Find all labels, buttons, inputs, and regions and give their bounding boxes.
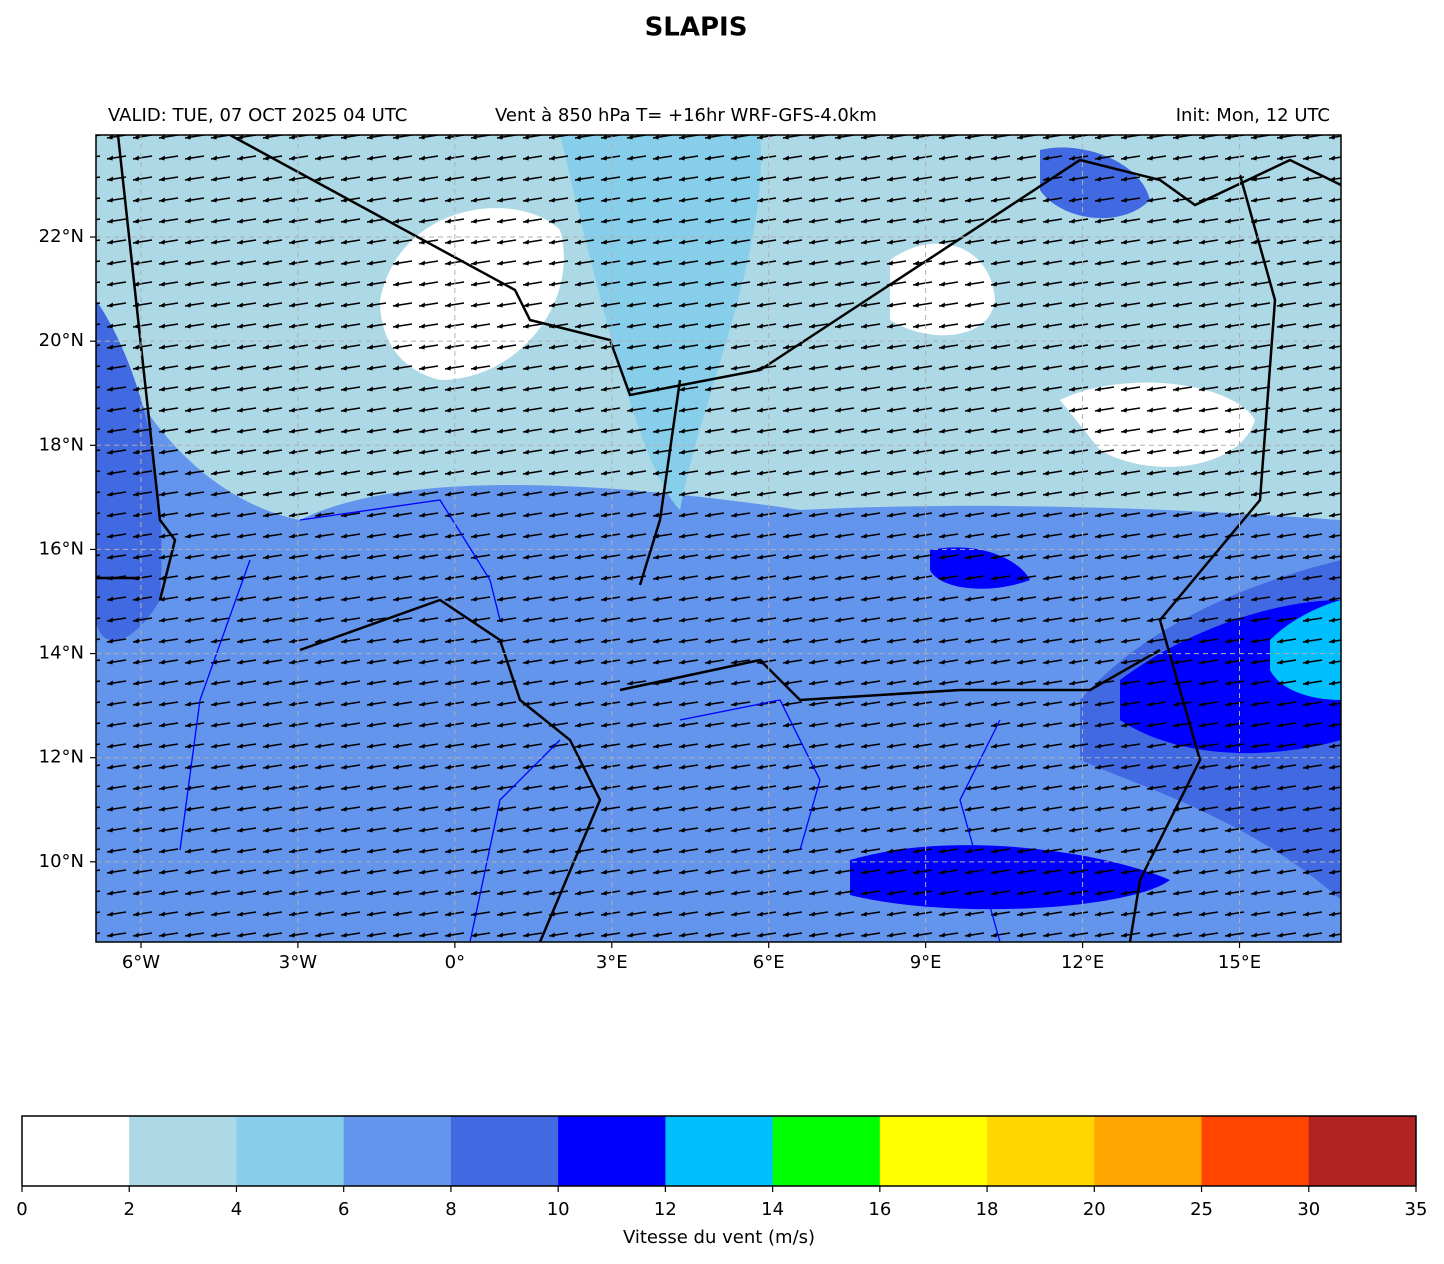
lon-tick-label: 3°E bbox=[596, 952, 628, 973]
wind-vectors bbox=[96, 135, 1341, 942]
colorbar-tick-label: 6 bbox=[338, 1199, 349, 1220]
map-frame bbox=[95, 134, 1342, 943]
lon-tick-label: 3°W bbox=[279, 952, 317, 973]
init-time: Init: Mon, 12 UTC bbox=[1176, 105, 1330, 126]
colorbar-label: Vitesse du vent (m/s) bbox=[623, 1227, 815, 1248]
lat-tick-label: 18°N bbox=[39, 434, 84, 455]
colorbar-segment bbox=[450, 1116, 559, 1186]
colorbar-segment bbox=[129, 1116, 237, 1186]
colorbar-tick-label: 25 bbox=[1190, 1199, 1213, 1220]
colorbar-segment bbox=[236, 1116, 345, 1186]
colorbar-tick-label: 20 bbox=[1083, 1199, 1106, 1220]
lat-tick-label: 22°N bbox=[39, 226, 84, 247]
colorbar-segment bbox=[879, 1116, 988, 1186]
lat-tick-label: 14°N bbox=[39, 643, 84, 664]
lat-tick-label: 20°N bbox=[39, 330, 84, 351]
colorbar-tick-label: 0 bbox=[16, 1199, 27, 1220]
lon-tick-label: 6°W bbox=[122, 952, 160, 973]
lon-tick-label: 0° bbox=[445, 952, 465, 973]
colorbar-frame bbox=[21, 1115, 1417, 1187]
colorbar-segment bbox=[772, 1116, 881, 1186]
map-field bbox=[96, 135, 1341, 942]
valid-time: VALID: TUE, 07 OCT 2025 04 UTC bbox=[108, 105, 407, 126]
lat-tick-label: 16°N bbox=[39, 538, 84, 559]
colorbar: 0 2 4 6 8 10 12 14 16 18 20 25 30 35 bbox=[16, 1115, 1428, 1220]
colorbar-tick-label: 12 bbox=[654, 1199, 677, 1220]
colorbar-segment bbox=[22, 1116, 130, 1186]
grid: 6°W 3°W 0° 3°E 6°E 9°E 12°E 15°E 10°N 12°N 14°N 16°… bbox=[39, 135, 1341, 973]
lon-tick-label: 12°E bbox=[1061, 952, 1104, 973]
lat-tick-label: 12°N bbox=[39, 747, 84, 768]
colorbar-segment bbox=[665, 1116, 774, 1186]
colorbar-tick-label: 18 bbox=[976, 1199, 999, 1220]
colorbar-tick-label: 16 bbox=[868, 1199, 891, 1220]
colorbar-segment bbox=[343, 1116, 452, 1186]
colorbar-segment bbox=[1201, 1116, 1310, 1186]
colorbar-tick-label: 30 bbox=[1297, 1199, 1320, 1220]
colorbar-tick-label: 2 bbox=[124, 1199, 135, 1220]
admin-borders bbox=[179, 499, 1001, 942]
lat-tick-label: 10°N bbox=[39, 851, 84, 872]
colorbar-segment bbox=[987, 1116, 1095, 1186]
lon-tick-label: 6°E bbox=[753, 952, 785, 973]
colorbar-tick-label: 10 bbox=[547, 1199, 570, 1220]
country-borders bbox=[96, 135, 1341, 942]
colorbar-tick-label: 35 bbox=[1405, 1199, 1428, 1220]
colorbar-tick-label: 14 bbox=[761, 1199, 784, 1220]
colorbar-segment bbox=[1308, 1116, 1417, 1186]
lon-tick-label: 9°E bbox=[910, 952, 942, 973]
colorbar-tick-label: 4 bbox=[231, 1199, 242, 1220]
field-description: Vent à 850 hPa T= +16hr WRF-GFS-4.0km bbox=[495, 105, 877, 126]
colorbar-tick-label: 8 bbox=[445, 1199, 456, 1220]
colorbar-segment bbox=[1094, 1116, 1203, 1186]
colorbar-segment bbox=[558, 1116, 666, 1186]
lon-tick-label: 15°E bbox=[1218, 952, 1261, 973]
title: SLAPIS bbox=[645, 13, 748, 43]
